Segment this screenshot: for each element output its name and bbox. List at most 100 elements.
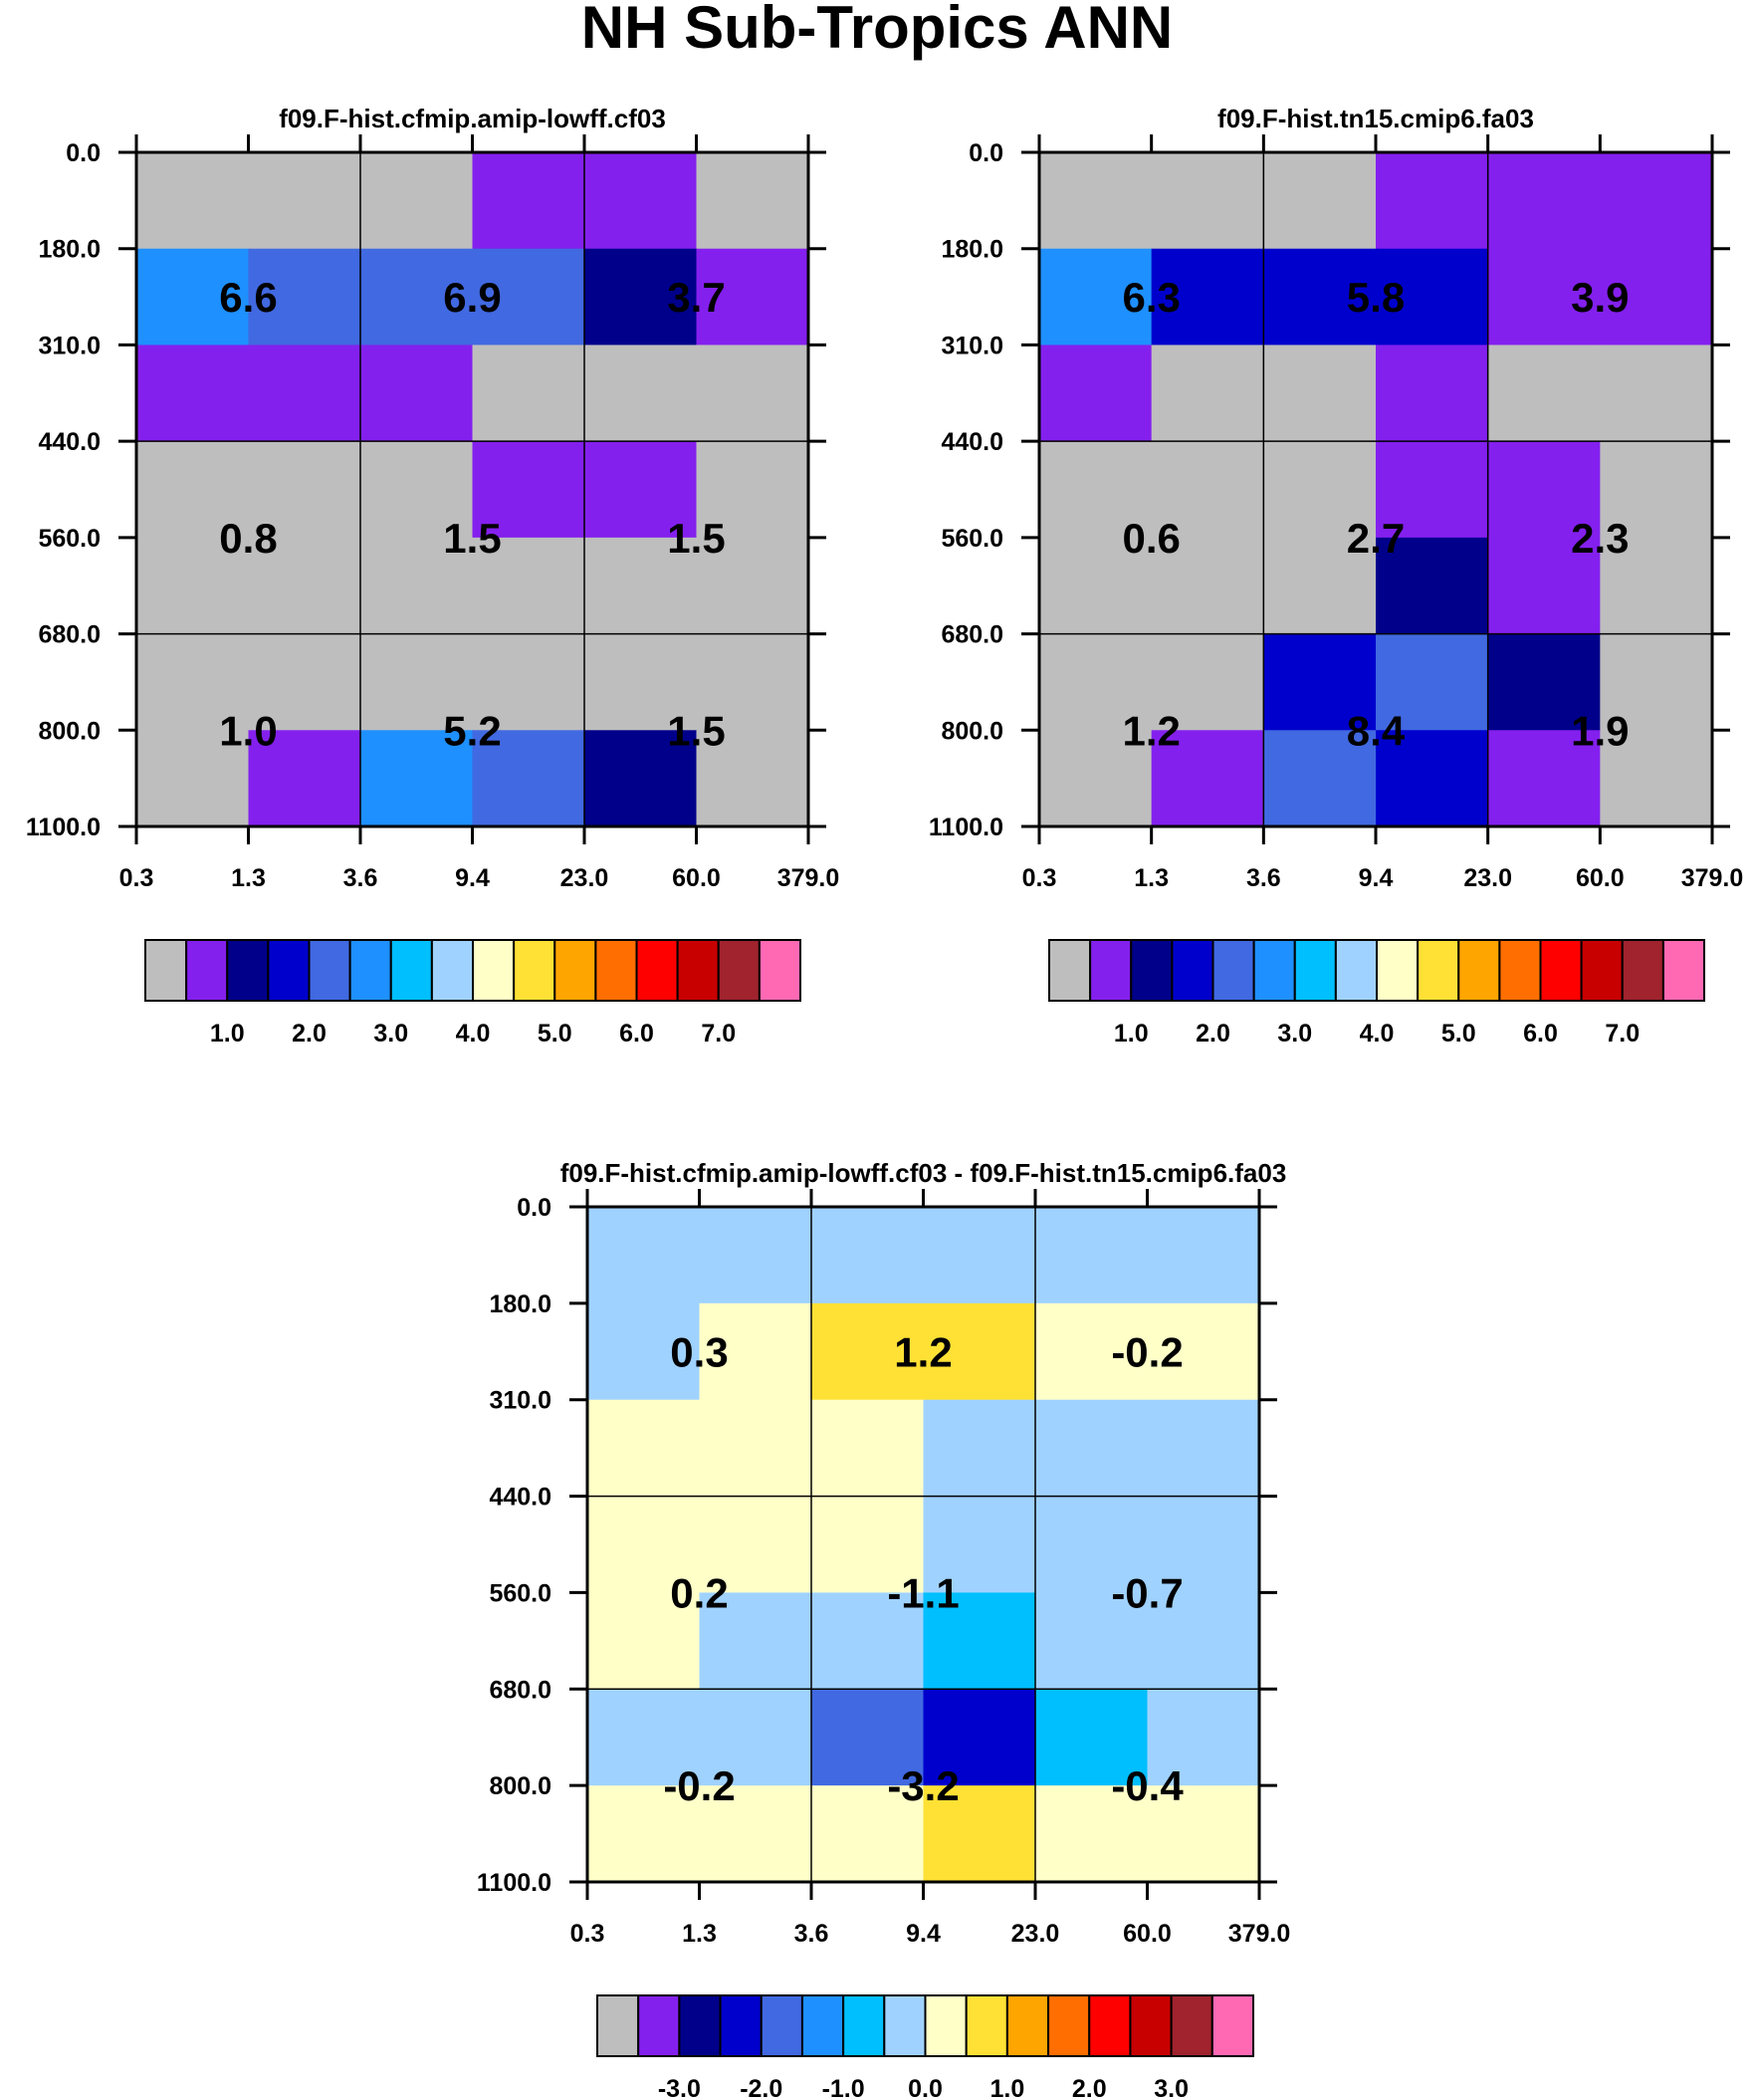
heatmap-cell: [360, 633, 474, 731]
colorbar-swatch: [1621, 939, 1664, 1002]
block-value-label: 8.4: [1347, 707, 1406, 754]
heatmap-cell: [584, 152, 698, 250]
y-tick-label: 680.0: [941, 621, 1003, 649]
x-tick-label: 379.0: [1681, 864, 1744, 892]
heatmap-cell: [1147, 1399, 1260, 1498]
panel-model-a: f09.F-hist.cfmip.amip-lowff.cf03 0.0 180.0…: [26, 104, 839, 1048]
colorbar-swatch: [267, 939, 311, 1002]
heatmap-cell: [587, 1207, 701, 1304]
y-tick-label: 560.0: [38, 525, 101, 553]
colorbar-swatch: [1334, 939, 1378, 1002]
heatmap-cell: [248, 633, 361, 731]
heatmap-cell: [696, 730, 809, 827]
colorbar-swatch: [1171, 939, 1214, 1002]
y-tick-label: 680.0: [489, 1676, 551, 1704]
colorbar-label: 6.0: [1523, 1020, 1558, 1048]
heatmap-cell: [248, 345, 361, 442]
block-value-label: 6.3: [1122, 274, 1180, 321]
heatmap-cell: [1487, 441, 1601, 539]
heatmap-cell: [472, 248, 585, 347]
heatmap-cell: [923, 1496, 1036, 1594]
heatmap-cell: [1600, 345, 1713, 442]
heatmap-cell: [1151, 537, 1264, 635]
x-tick-label: 9.4: [906, 1920, 941, 1948]
colorbar-label: 3.0: [373, 1020, 408, 1048]
heatmap-cell: [696, 345, 809, 442]
colorbar-label: 2.0: [1196, 1020, 1230, 1048]
heatmap-cell: [923, 1785, 1036, 1883]
heatmap-cell: [472, 345, 585, 442]
y-tick-label: 1100.0: [477, 1869, 551, 1897]
block-value-label: 0.2: [670, 1569, 728, 1616]
x-tick-label: 23.0: [1463, 864, 1512, 892]
heatmap-cell: [1600, 537, 1713, 635]
colorbar-swatch: [594, 939, 638, 1002]
heatmap-cell: [699, 1592, 812, 1690]
x-tick-label: 23.0: [1011, 1920, 1060, 1948]
colorbar: 1.0 2.0 3.0 4.0 5.0 6.0 7.0: [1048, 939, 1705, 1048]
heatmap-cell: [360, 441, 474, 539]
heatmap-cell: [1263, 441, 1377, 539]
colorbar-swatch: [472, 939, 516, 1002]
colorbar-label: 5.0: [538, 1020, 572, 1048]
colorbar-swatch: [719, 1994, 763, 2057]
y-tick-label: 440.0: [38, 428, 101, 456]
colorbar-label: 3.0: [1277, 1020, 1312, 1048]
heatmap-cell: [1151, 152, 1264, 250]
heatmap-cell: [584, 633, 698, 731]
block-value-label: -1.1: [887, 1569, 959, 1616]
colorbar-swatch: [596, 1994, 640, 2057]
heatmap-cell: [472, 633, 585, 731]
heatmap-cell: [248, 537, 361, 635]
block-value-label: -0.7: [1111, 1569, 1183, 1616]
y-tick-label: 1100.0: [929, 814, 1003, 841]
heatmap-cell: [699, 1399, 812, 1498]
colorbar-swatch: [758, 939, 801, 1002]
heatmap-cell: [1147, 1496, 1260, 1594]
colorbar-swatch: [348, 939, 392, 1002]
heatmap-cell: [699, 1302, 812, 1401]
heatmap-cell: [584, 345, 698, 442]
colorbar-label: 1.0: [210, 1020, 245, 1048]
heatmap-cell: [1147, 1207, 1260, 1304]
heatmap-cell: [811, 1785, 925, 1883]
colorbar-label: 0.0: [908, 2075, 943, 2100]
heatmap-cell: [1376, 441, 1489, 539]
colorbar-swatch: [635, 939, 679, 1002]
heatmap-cell: [1147, 1785, 1260, 1883]
heatmap-cell: [248, 730, 361, 827]
heatmap-cell: [1035, 1496, 1149, 1594]
heatmap-cell: [472, 537, 585, 635]
panel-title: f09.F-hist.cfmip.amip-lowff.cf03: [279, 104, 666, 133]
y-tick-label: 1100.0: [26, 814, 101, 841]
panel-difference: f09.F-hist.cfmip.amip-lowff.cf03 - f09.F…: [477, 1158, 1290, 2100]
heatmap-cell: [584, 248, 698, 347]
heatmap-cell: [1487, 730, 1601, 827]
colorbar-swatch: [1210, 1994, 1254, 2057]
heatmap-cell: [1039, 345, 1153, 442]
heatmap-cell: [699, 1689, 812, 1786]
x-tick-label: 1.3: [1134, 864, 1169, 892]
block-value-label: 0.6: [1122, 515, 1180, 562]
heatmap-cell: [587, 1399, 701, 1498]
block-value-label: -0.2: [1111, 1328, 1183, 1375]
heatmap-cell: [1600, 441, 1713, 539]
colorbar-swatch: [1417, 939, 1460, 1002]
x-tick-label: 3.6: [794, 1920, 829, 1948]
heatmap-cell: [1039, 633, 1153, 731]
colorbar-swatch: [676, 939, 720, 1002]
block-value-label: 1.2: [1122, 707, 1180, 754]
block-value-label: -0.2: [663, 1762, 735, 1809]
colorbar-swatch: [637, 1994, 681, 2057]
colorbar-swatch: [308, 939, 351, 1002]
heatmap-cell: [587, 1302, 701, 1401]
colorbar-label: 2.0: [1072, 2075, 1107, 2100]
heatmap-cell: [584, 441, 698, 539]
block-value-label: 5.2: [443, 707, 501, 754]
colorbar-swatch: [553, 939, 597, 1002]
y-tick-label: 180.0: [489, 1290, 551, 1318]
heatmap-cell: [1600, 633, 1713, 731]
colorbar: -3.0 -2.0 -1.0 0.0 1.0 2.0 3.0: [596, 1994, 1254, 2100]
heatmap-cell: [136, 633, 250, 731]
block-value-label: -3.2: [887, 1762, 959, 1809]
